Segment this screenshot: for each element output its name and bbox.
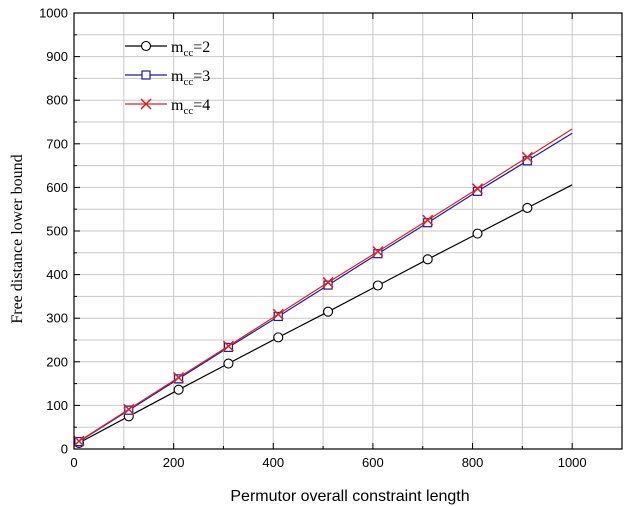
x-tick-label: 600: [362, 455, 384, 470]
data-point-x: [471, 183, 484, 195]
legend-item: mcc=3: [125, 68, 210, 88]
x-tick-label: 200: [163, 455, 185, 470]
x-axis-title: Permutor overall constraint length: [230, 488, 469, 505]
y-tick-label: 200: [46, 354, 68, 369]
gridlines: [74, 13, 622, 449]
data-point-square: [141, 70, 151, 80]
y-axis-title: Free distance lower bound: [9, 154, 26, 323]
legend-label: mcc=4: [171, 97, 210, 117]
data-point-x: [123, 403, 135, 415]
data-point-x: [140, 98, 152, 110]
data-point-x: [272, 308, 284, 320]
legend-item: mcc=4: [125, 97, 210, 117]
legend-label: mcc=2: [171, 39, 210, 59]
x-tick-label: 1000: [558, 455, 587, 470]
x-tick-label: 0: [70, 455, 77, 470]
y-tick-label: 1000: [39, 6, 68, 21]
series-x: [73, 128, 573, 447]
data-point-x: [322, 276, 334, 288]
series-layer: [73, 128, 573, 448]
data-point-circle: [140, 40, 152, 52]
axis-ticks: 0 100 200 300 400 500 600 700 800 900 1000 0 200 400 6…: [39, 6, 622, 470]
y-tick-label: 900: [46, 49, 68, 64]
y-tick-label: 100: [46, 398, 68, 413]
data-point-circle: [472, 228, 483, 239]
data-point-circle: [273, 332, 284, 343]
data-point-circle: [223, 358, 234, 369]
y-tick-label: 600: [46, 180, 68, 195]
x-tick-label: 400: [262, 455, 284, 470]
data-point-x: [372, 245, 384, 258]
y-tick-label: 500: [46, 224, 68, 239]
x-tick-label: 800: [462, 455, 484, 470]
y-tick-label: 800: [46, 93, 68, 108]
data-point-square: [174, 374, 184, 384]
data-point-x: [173, 371, 185, 384]
y-tick-label: 400: [46, 267, 68, 282]
data-point-circle: [173, 384, 184, 395]
data-point-x: [521, 151, 533, 163]
legend-label: mcc=3: [171, 68, 210, 88]
data-point-x: [73, 435, 85, 447]
data-point-circle: [323, 306, 334, 317]
y-tick-label: 300: [46, 311, 68, 326]
data-point-circle: [422, 254, 433, 265]
data-point-circle: [522, 202, 533, 213]
data-point-x: [422, 214, 434, 226]
legend: mcc=2 mcc=3 mcc=4: [125, 39, 210, 117]
data-point-square: [223, 342, 234, 353]
data-point-circle: [372, 280, 383, 291]
y-tick-label: 700: [46, 136, 68, 151]
y-tick-label: 0: [61, 442, 68, 457]
data-point-x: [222, 340, 234, 352]
legend-item: mcc=2: [125, 39, 210, 59]
